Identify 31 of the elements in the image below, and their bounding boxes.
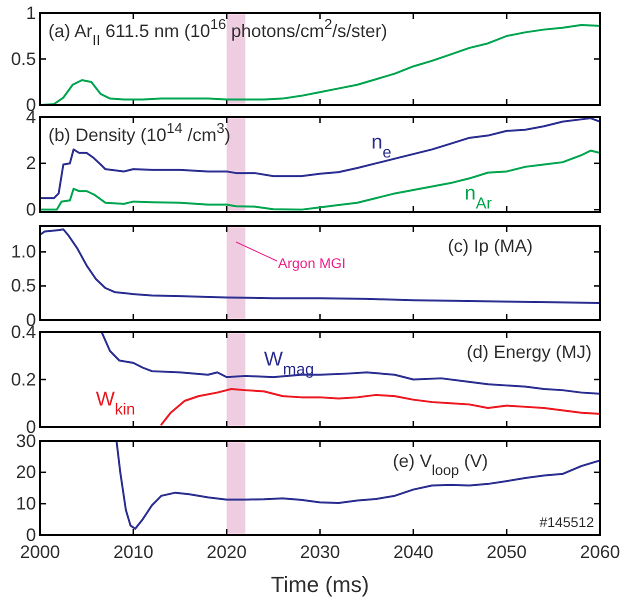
chart-title: (b) Density (10$^{14}$ /cm$^{3}$) [48,121,230,145]
text: (c) Ip (MA) [448,236,533,256]
line-series [160,388,600,426]
x-tick-label: 2010 [113,542,154,562]
y-tick-label: 0 [26,199,36,220]
series-label: W$_{kin}$ [96,388,136,418]
line-series [40,150,600,211]
y-tick-label: 0.5 [10,48,36,69]
y-tick-label: 2 [26,153,36,174]
y-tick-label: 1.0 [10,242,36,262]
y-tick-label: 1 [26,2,36,23]
series-label: n$_{Ar}$ [464,182,492,212]
y-tick-label: 10 [16,493,36,514]
text: (e) V$_{loop}$ (V) [392,451,488,479]
line-series [116,441,600,530]
annotation: #145512 [539,514,594,530]
series-label: n$_{e}$ [371,131,392,161]
y-tick-label: 0.5 [10,276,36,296]
text: (a) Ar$_{II}$ 611.5 nm (10$^{16}$ photons/cm$^{2}$/s/ster) [48,17,388,49]
line-series [40,228,600,304]
x-tick-label: 2020 [206,542,247,562]
x-tick-label: 2040 [393,542,434,562]
x-tick-label: 2050 [486,542,527,562]
y-tick-label: 20 [16,462,36,482]
y-tick-label: 0.2 [10,369,36,390]
x-tick-label: 2030 [300,542,340,562]
x-tick-label: 2060 [580,542,620,562]
line-series [40,117,600,200]
x-axis-title: Time (ms) [270,572,370,597]
text: (d) Energy (MJ) [466,342,592,362]
band-label: Argon MGI [278,255,346,271]
